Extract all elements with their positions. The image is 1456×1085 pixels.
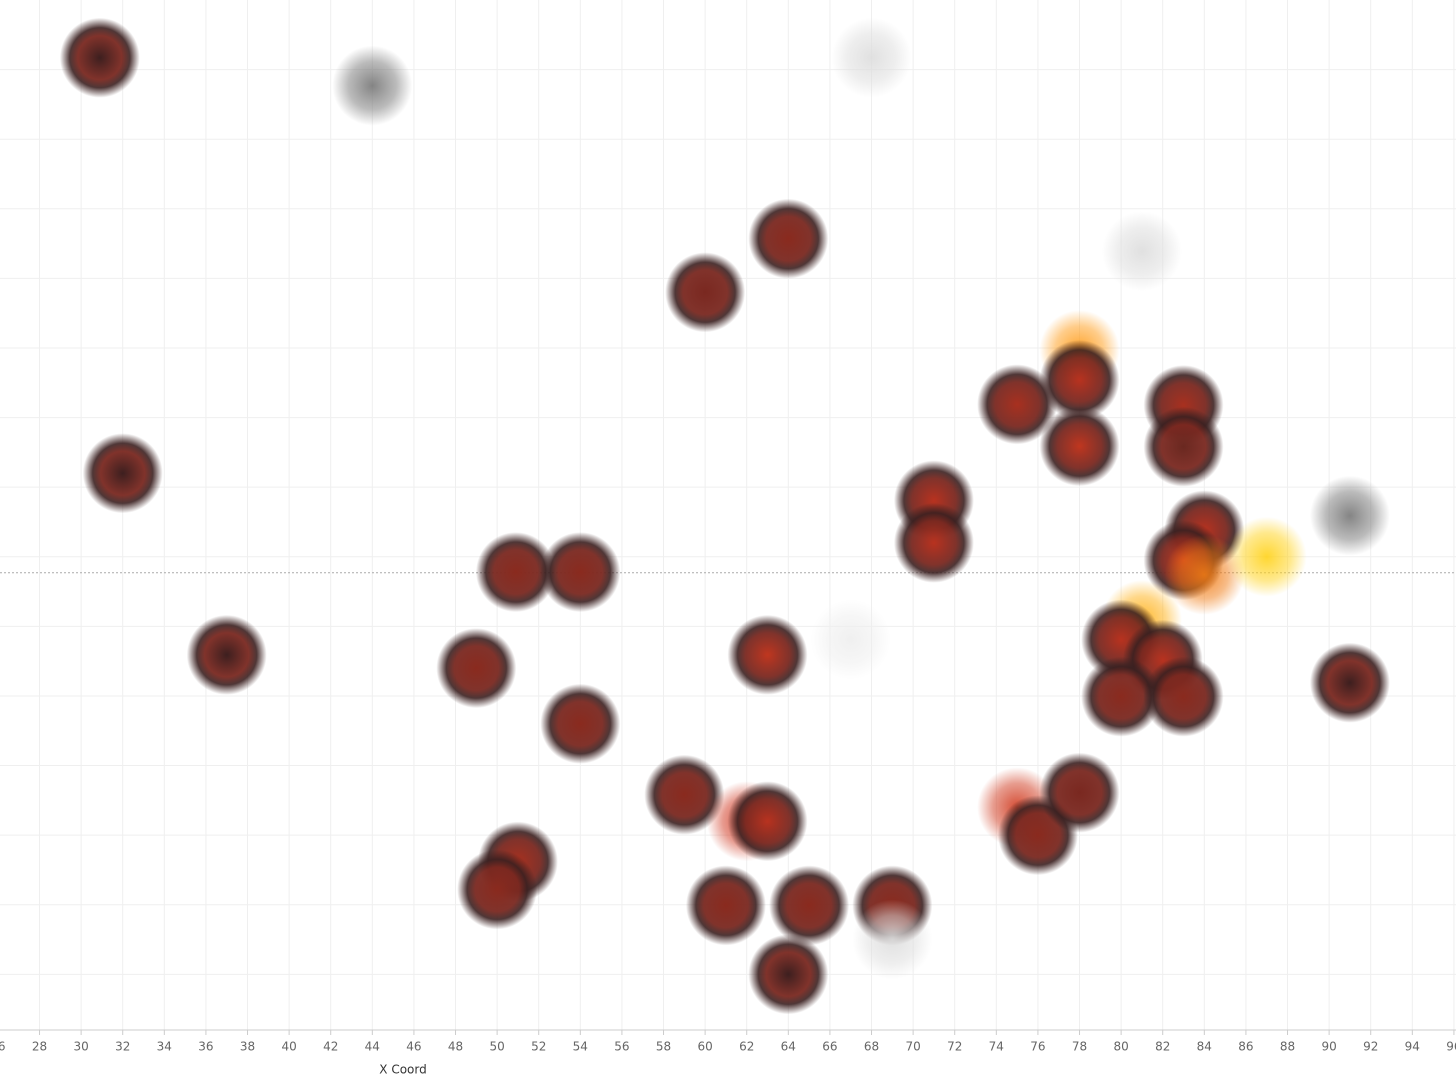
x-tick-label: 38 <box>240 1040 255 1054</box>
x-tick-label: 56 <box>614 1040 629 1054</box>
density-point <box>644 754 725 835</box>
x-tick-label: 58 <box>656 1040 671 1054</box>
density-point <box>1039 406 1120 487</box>
x-tick-label: 50 <box>489 1040 504 1054</box>
density-point <box>893 502 974 583</box>
x-tick-label: 76 <box>1030 1040 1045 1054</box>
density-point <box>1101 211 1182 292</box>
x-tick-label: 70 <box>905 1040 920 1054</box>
density-point <box>831 17 912 98</box>
x-tick-label: 88 <box>1280 1040 1295 1054</box>
x-tick-label: 74 <box>989 1040 1004 1054</box>
x-tick-label: 64 <box>781 1040 796 1054</box>
x-tick-label: 94 <box>1405 1040 1420 1054</box>
x-tick-label: 32 <box>115 1040 130 1054</box>
density-point <box>810 599 891 680</box>
density-point <box>540 532 621 613</box>
x-tick-label: 62 <box>739 1040 754 1054</box>
density-point <box>457 849 538 930</box>
density-point <box>727 781 808 862</box>
density-point <box>1309 475 1390 556</box>
x-tick-label: 72 <box>947 1040 962 1054</box>
density-point <box>1039 752 1120 833</box>
x-tick-label: 42 <box>323 1040 338 1054</box>
x-tick-label: 30 <box>73 1040 88 1054</box>
density-point <box>665 252 746 333</box>
density-point <box>727 614 808 695</box>
x-tick-label: 92 <box>1363 1040 1378 1054</box>
density-point <box>1143 406 1224 487</box>
density-point <box>475 532 556 613</box>
x-tick-label: 60 <box>697 1040 712 1054</box>
x-tick-label: 84 <box>1197 1040 1212 1054</box>
x-tick-label: 48 <box>448 1040 463 1054</box>
x-tick-label: 78 <box>1072 1040 1087 1054</box>
density-point <box>1309 642 1390 723</box>
density-point <box>1226 516 1307 597</box>
x-tick-label: 80 <box>1113 1040 1128 1054</box>
density-point <box>977 364 1058 445</box>
density-point <box>1081 656 1162 737</box>
density-point <box>1143 656 1224 737</box>
x-tick-label: 28 <box>32 1040 47 1054</box>
x-tick-label: 90 <box>1321 1040 1336 1054</box>
density-point <box>436 628 517 709</box>
x-tick-label: 68 <box>864 1040 879 1054</box>
x-tick-label: 66 <box>822 1040 837 1054</box>
density-point <box>332 45 413 126</box>
density-point <box>186 614 267 695</box>
density-point <box>59 17 140 98</box>
density-point <box>852 899 933 980</box>
x-tick-label: 46 <box>406 1040 421 1054</box>
x-tick-label: 52 <box>531 1040 546 1054</box>
density-point <box>82 433 163 514</box>
x-tick-label: 34 <box>157 1040 172 1054</box>
density-point <box>1164 534 1245 615</box>
x-tick-label: 54 <box>573 1040 588 1054</box>
density-point <box>748 934 829 1015</box>
density-point <box>769 865 850 946</box>
density-point <box>540 683 621 764</box>
x-tick-label: 96 <box>1446 1040 1456 1054</box>
x-axis-label: X Coord <box>379 1063 426 1077</box>
density-point <box>1039 339 1120 420</box>
x-tick-label: 36 <box>198 1040 213 1054</box>
x-tick-label: 40 <box>281 1040 296 1054</box>
density-point <box>748 198 829 279</box>
x-tick-label: 86 <box>1238 1040 1253 1054</box>
x-tick-label: 82 <box>1155 1040 1170 1054</box>
x-tick-label: 44 <box>365 1040 380 1054</box>
density-point <box>685 865 766 946</box>
x-tick-label: 26 <box>0 1040 6 1054</box>
